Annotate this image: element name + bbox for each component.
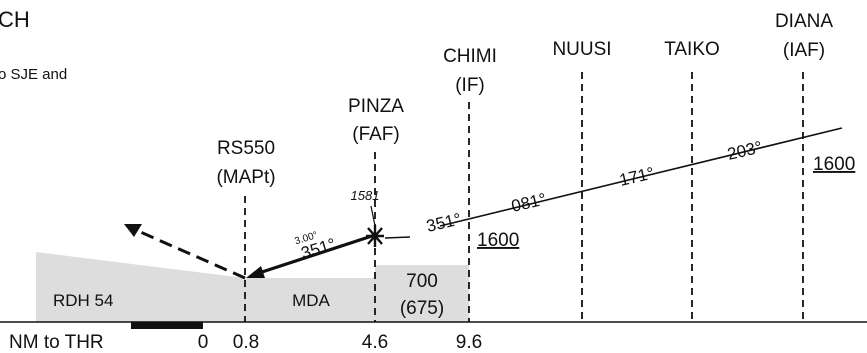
fix-name-diana: DIANA — [775, 11, 833, 32]
faf-star-icon — [366, 225, 384, 247]
intermediate-course-label: 351° — [424, 209, 463, 235]
distance-scale-label: NM to THR — [9, 332, 104, 353]
fix-role-rs550: (MAPt) — [216, 167, 275, 188]
initial-course-label-3: 203° — [725, 137, 764, 163]
fix-role-pinza: (FAF) — [352, 124, 400, 145]
intermediate-leg-connector — [384, 236, 411, 239]
iaf-altitude-label: 1600 — [813, 154, 855, 175]
distance-zero: 0 — [198, 332, 209, 353]
distance-chimi: 9.6 — [456, 332, 482, 353]
faf-crossing-altitude: 1581 — [351, 188, 380, 203]
distance-scale-bar — [131, 322, 203, 329]
intermediate-altitude-label: 1600 — [477, 230, 519, 251]
mda-area — [245, 278, 375, 322]
mda-label: MDA — [292, 291, 330, 310]
chart-title-fragment: CH — [0, 7, 30, 32]
final-approach-path — [261, 233, 376, 274]
initial-course-label-1: 081° — [509, 189, 548, 215]
rdh-label: RDH 54 — [53, 291, 113, 310]
distance-pinza: 4.6 — [362, 332, 388, 353]
minimum-altitude-area — [375, 265, 469, 322]
chart-note-fragment: o SJE and — [0, 66, 67, 83]
initial-approach-path — [439, 127, 843, 227]
fix-name-rs550: RS550 — [217, 138, 275, 159]
fix-name-nuusi: NUUSI — [552, 39, 611, 60]
initial-course-label-2: 171° — [617, 163, 656, 189]
fix-role-chimi: (IF) — [455, 75, 485, 96]
fix-name-pinza: PINZA — [348, 96, 404, 117]
missed-approach-arrowhead — [124, 224, 142, 237]
minimum-altitude-label: 700 — [406, 271, 438, 292]
final-approach-arrowhead — [246, 266, 265, 278]
fix-name-chimi: CHIMI — [443, 46, 497, 67]
fix-role-diana: (IAF) — [783, 40, 825, 61]
obstacle-clearance-area — [36, 252, 245, 322]
fix-name-taiko: TAIKO — [664, 39, 720, 60]
faf-altitude-pointer — [370, 205, 376, 227]
distance-rs550: 0.8 — [233, 332, 259, 353]
minimum-height-label: (675) — [400, 298, 444, 319]
